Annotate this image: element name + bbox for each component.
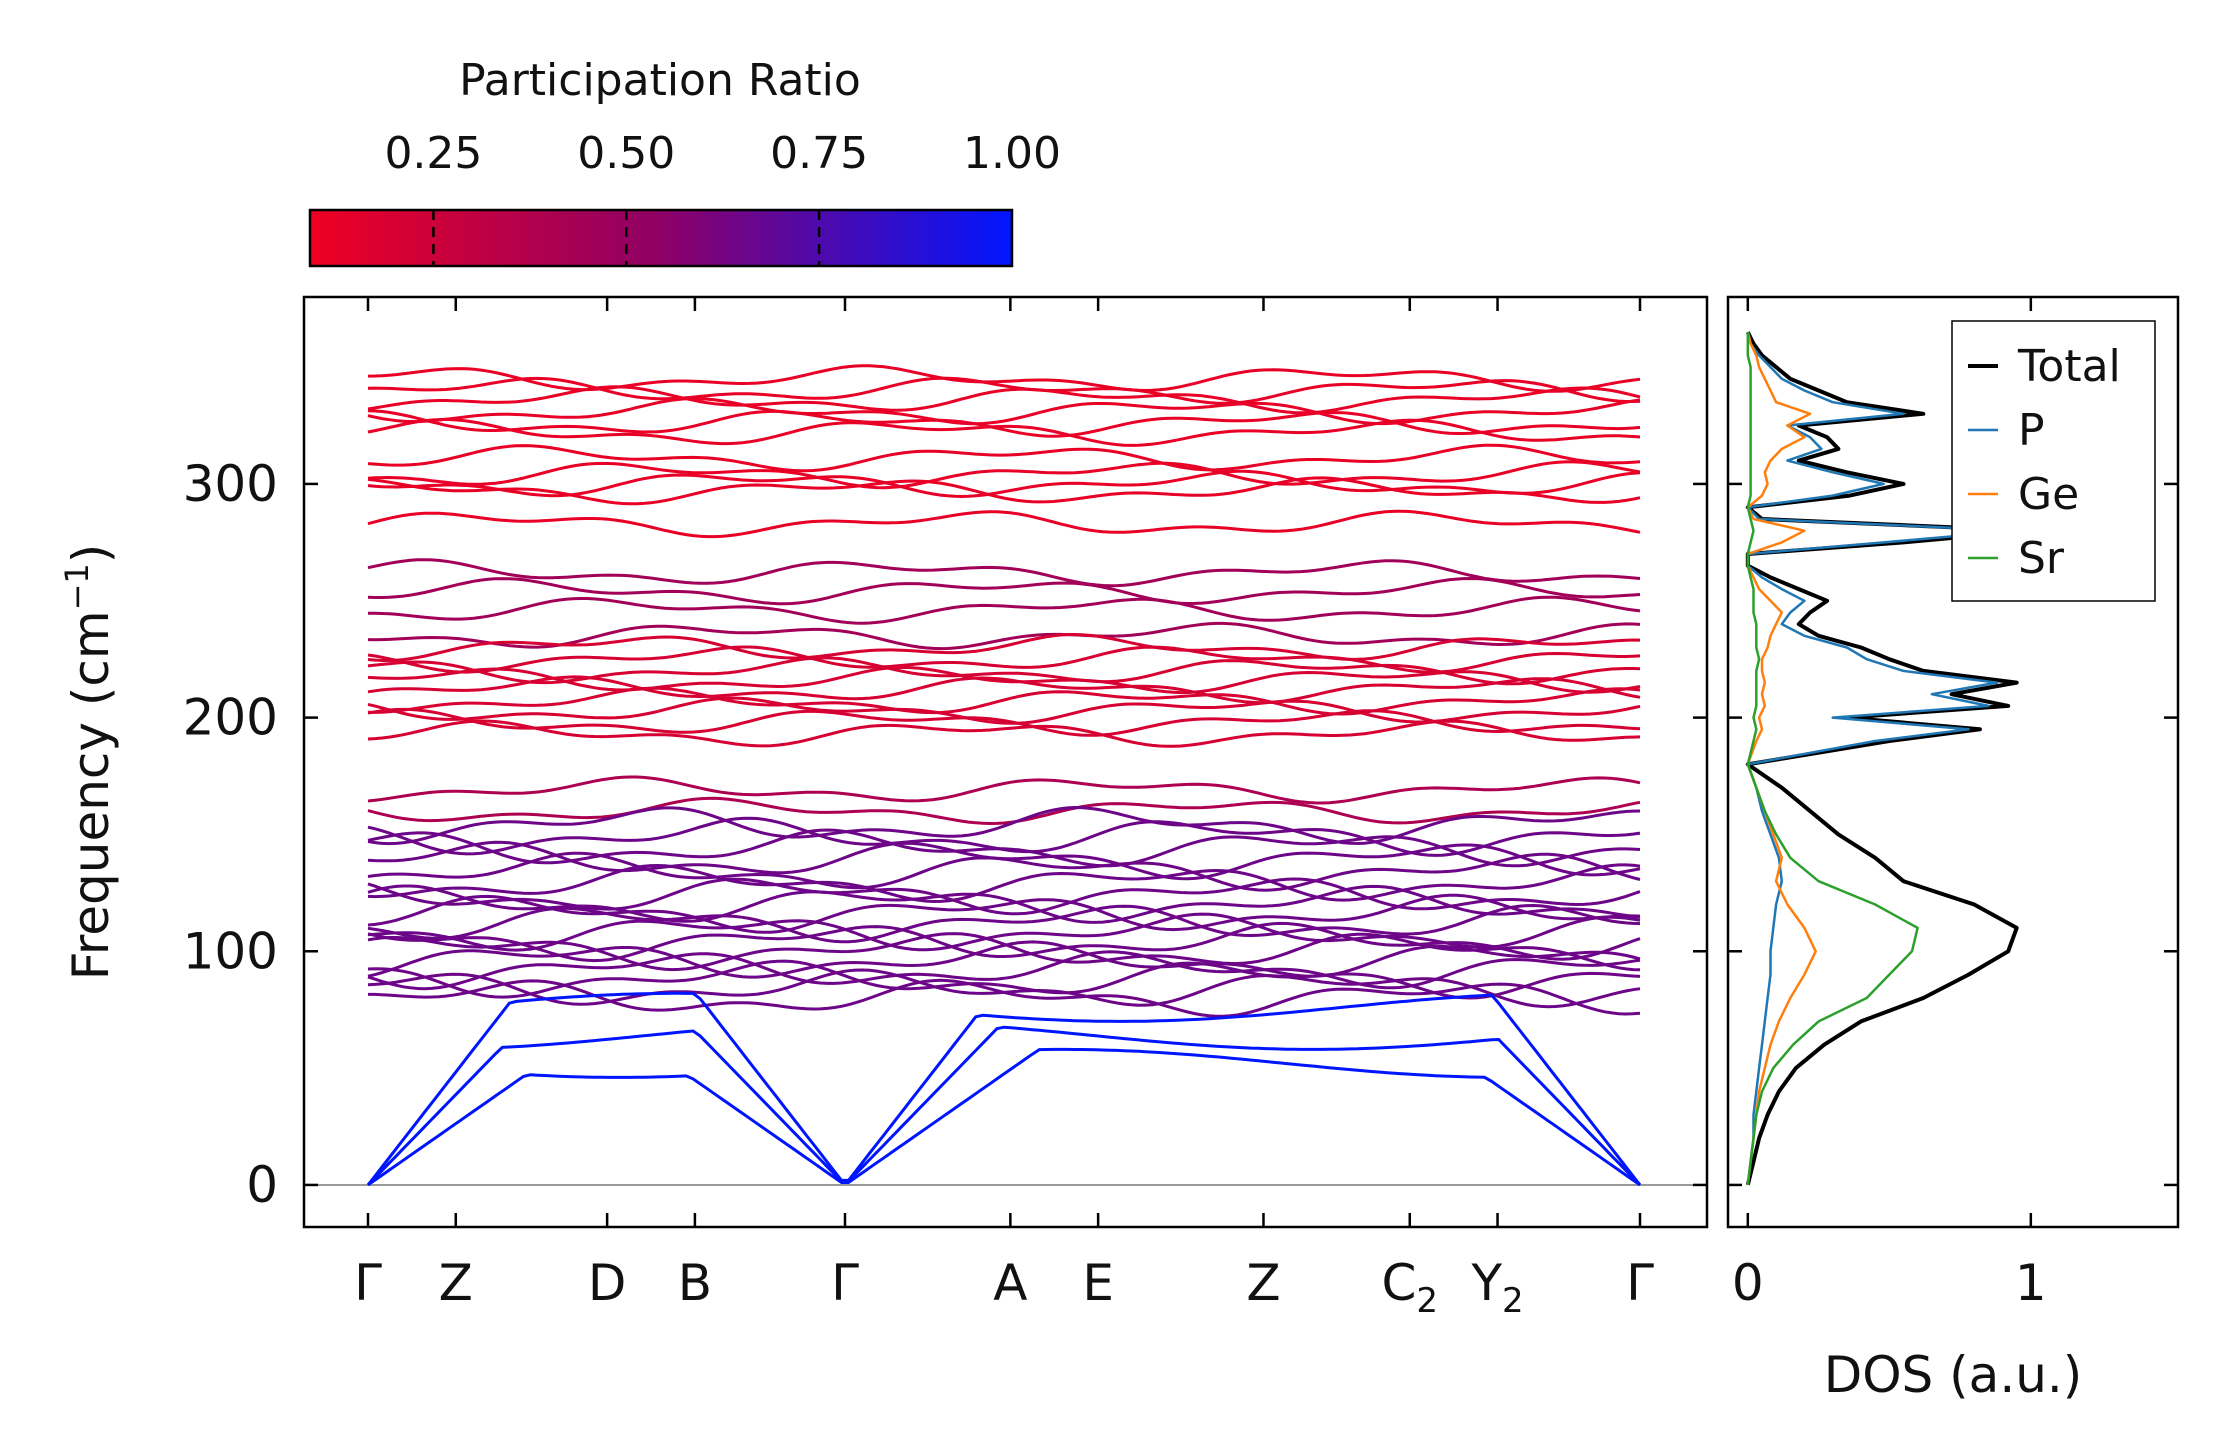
phonon-band	[366, 1025, 1642, 1186]
kpath-label: Γ	[354, 1254, 382, 1312]
phonon-band	[367, 460, 1641, 490]
phonon-band	[367, 775, 1641, 805]
phonon-band	[367, 805, 1641, 846]
phonon-band	[367, 959, 1641, 1000]
phonon-band	[367, 816, 1641, 857]
colorbar-tick-label: 0.25	[384, 128, 482, 179]
legend-label: Total	[2017, 341, 2121, 392]
phonon-band	[367, 686, 1641, 716]
dos-x-tick-label: 1	[2015, 1254, 2047, 1312]
band-y-ticks: 0 100 200 300	[183, 455, 1707, 1214]
kpath-label: Γ	[831, 1254, 859, 1312]
phonon-band	[367, 656, 1641, 686]
phonon-band	[368, 595, 1641, 625]
phonon-band	[367, 665, 1641, 695]
phonon-band	[367, 632, 1641, 662]
phonon-band	[367, 469, 1641, 499]
phonon-band	[366, 991, 1642, 1186]
kpath-label: E	[1082, 1254, 1114, 1312]
phonon-band	[367, 645, 1641, 674]
phonon-band	[367, 576, 1641, 606]
phonon-band	[367, 385, 1641, 415]
colorbar-tick-label: 0.50	[577, 128, 675, 179]
phonon-band	[367, 840, 1641, 881]
kpath-label: B	[678, 1254, 712, 1312]
dos-series-total	[1745, 331, 2033, 1186]
phonon-band	[367, 707, 1641, 737]
kpath-label: Γ	[1626, 1254, 1654, 1312]
legend-label: P	[2018, 405, 2045, 456]
colorbar: Participation Ratio 0.25 0.50 0.75 1.00	[308, 55, 1061, 268]
band-axes-frame	[302, 295, 1709, 1229]
phonon-band	[367, 950, 1641, 991]
kpath-label: C2	[1381, 1254, 1438, 1321]
phonon-band	[367, 932, 1641, 972]
dos-series-ge	[1746, 331, 1817, 1186]
band-y-tick-label: 300	[183, 455, 278, 513]
phonon-band	[367, 558, 1641, 588]
dos-x-tick-label: 0	[1732, 1254, 1764, 1312]
band-kpath-ticks: Γ Z D B Γ A E Z C2 Y2 Γ	[354, 297, 1654, 1321]
band-y-axis-label: Frequency (cm−1)	[58, 544, 120, 981]
dos-legend: Total P Ge Sr	[1951, 320, 2156, 602]
kpath-label: Z	[439, 1254, 473, 1312]
phonon-band	[367, 912, 1641, 952]
phonon-bands	[366, 364, 1642, 1187]
phonon-band	[367, 621, 1641, 651]
phonon-band	[367, 417, 1641, 447]
colorbar-tick-label: 0.75	[770, 128, 868, 179]
legend-label: Ge	[2018, 469, 2079, 520]
phonon-band	[367, 903, 1641, 944]
colorbar-gradient	[308, 208, 1014, 268]
kpath-label: Y2	[1470, 1254, 1523, 1321]
colorbar-tick-labels: 0.25 0.50 0.75 1.00	[384, 128, 1061, 179]
band-y-tick-label: 0	[246, 1156, 278, 1214]
dos-series-p	[1746, 331, 2018, 1186]
phonon-band	[367, 796, 1641, 826]
phonon-band	[367, 409, 1641, 438]
phonon-band	[367, 863, 1641, 904]
phonon-band	[367, 397, 1641, 426]
phonon-band	[367, 675, 1641, 705]
phonon-band	[367, 696, 1641, 725]
colorbar-title: Participation Ratio	[459, 55, 861, 106]
phonon-band	[367, 968, 1641, 1009]
dos-series-sr	[1746, 332, 1919, 1186]
phonon-band	[367, 1047, 1641, 1187]
phonon-band	[367, 376, 1641, 405]
phonon-band	[367, 921, 1641, 963]
phonon-band	[367, 443, 1641, 473]
legend-label: Sr	[2018, 533, 2065, 584]
dos-curves	[1745, 331, 2033, 1186]
phonon-band	[367, 940, 1641, 979]
phonon-band	[367, 476, 1641, 506]
band-y-tick-label: 200	[183, 689, 278, 747]
phonon-band	[367, 509, 1641, 539]
dos-axes-frame	[1726, 295, 2180, 1229]
kpath-label: D	[588, 1254, 627, 1312]
colorbar-tick-label: 1.00	[963, 128, 1061, 179]
kpath-label: Z	[1246, 1254, 1280, 1312]
dos-x-axis-label: DOS (a.u.)	[1824, 1346, 2083, 1404]
colorbar-ticks	[432, 210, 821, 266]
phonon-band	[367, 877, 1641, 916]
band-y-tick-label: 100	[183, 922, 278, 980]
kpath-label: A	[993, 1254, 1027, 1312]
phonon-band	[367, 364, 1641, 393]
